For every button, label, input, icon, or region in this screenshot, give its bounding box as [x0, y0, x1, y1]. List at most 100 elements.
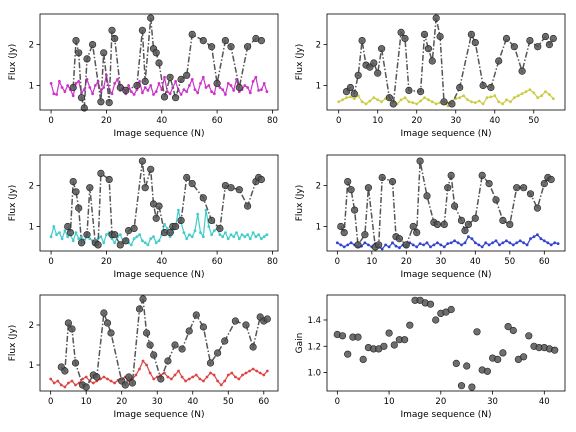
data-point [166, 73, 174, 81]
data-point [510, 43, 518, 51]
data-point [389, 100, 397, 108]
data-point [227, 43, 235, 51]
series-2 [342, 14, 557, 108]
panel-5: 0 10 20 30 40 50 60 1 2 Image sequence (N) Flux (J… [8, 294, 279, 420]
series-line [340, 160, 552, 249]
data-point [163, 223, 166, 226]
data-point [77, 237, 81, 241]
data-point [237, 237, 241, 241]
data-point [135, 235, 139, 239]
data-point [128, 379, 136, 387]
data-point [378, 173, 386, 182]
data-point [105, 98, 113, 107]
data-point [380, 342, 388, 350]
data-point [208, 216, 216, 224]
data-point [66, 229, 74, 237]
data-point [458, 96, 462, 100]
data-point [363, 241, 367, 245]
data-point [52, 92, 56, 96]
data-point [246, 233, 250, 237]
data-point [519, 353, 528, 361]
data-point [501, 102, 504, 106]
plot-frame [326, 13, 566, 111]
data-point [417, 87, 425, 96]
series-2 [69, 14, 266, 112]
data-point [453, 239, 456, 243]
data-point [235, 231, 238, 235]
data-point [477, 99, 481, 103]
data-point [401, 336, 409, 344]
data-point [460, 243, 463, 247]
data-point [230, 371, 234, 375]
data-point [504, 323, 512, 331]
data-point [499, 349, 507, 357]
data-point [434, 102, 438, 106]
y-tick-label: 2 [316, 41, 321, 51]
data-point [141, 184, 149, 192]
data-point [479, 81, 487, 90]
data-point [86, 184, 94, 192]
data-point [463, 241, 467, 245]
data-point [368, 99, 372, 103]
data-point [262, 373, 266, 377]
data-point [390, 341, 398, 349]
data-point [221, 88, 225, 91]
data-point [512, 96, 516, 100]
data-point [546, 241, 550, 245]
series-line [72, 18, 262, 109]
data-point [183, 71, 191, 79]
data-point [146, 89, 150, 92]
data-point [83, 55, 91, 63]
data-point [341, 98, 344, 102]
data-point [248, 369, 252, 373]
data-point [498, 243, 501, 247]
data-point [436, 241, 439, 245]
data-point [61, 367, 69, 375]
data-point [88, 86, 92, 89]
data-point [344, 178, 352, 186]
data-point [146, 341, 154, 349]
data-point [74, 383, 77, 387]
data-point [130, 224, 138, 233]
data-point [432, 243, 436, 247]
data-point [177, 208, 180, 212]
data-point [69, 83, 77, 92]
data-point [143, 86, 147, 89]
data-point [116, 83, 124, 92]
data-point [226, 237, 230, 241]
data-point [182, 231, 186, 235]
y-tick-label: 1.2 [307, 342, 321, 352]
data-point [536, 233, 539, 237]
data-point [154, 90, 158, 93]
data-point [199, 194, 207, 202]
data-point [345, 96, 348, 100]
data-point [432, 14, 440, 22]
x-tick-label: 20 [411, 116, 422, 126]
data-point [511, 243, 515, 247]
data-point [525, 332, 533, 340]
data-point [208, 43, 216, 51]
data-point [265, 369, 269, 373]
data-point [196, 91, 200, 95]
data-point [191, 375, 195, 379]
data-point [501, 241, 505, 245]
data-point [52, 381, 56, 385]
data-point [520, 92, 524, 96]
data-point [361, 231, 369, 239]
data-point [138, 157, 146, 165]
data-point [427, 98, 430, 102]
x-tick-label: 30 [487, 397, 498, 407]
x-tick-label: 30 [435, 257, 446, 267]
data-point [380, 247, 384, 251]
data-point [549, 34, 557, 43]
data-point [542, 239, 546, 243]
data-point [522, 241, 525, 245]
data-point [94, 241, 102, 249]
x-tick-label: 0 [335, 257, 340, 267]
data-point [152, 235, 155, 239]
data-point [105, 233, 108, 237]
data-point [533, 204, 542, 212]
data-point [63, 90, 67, 93]
data-point [155, 59, 163, 67]
